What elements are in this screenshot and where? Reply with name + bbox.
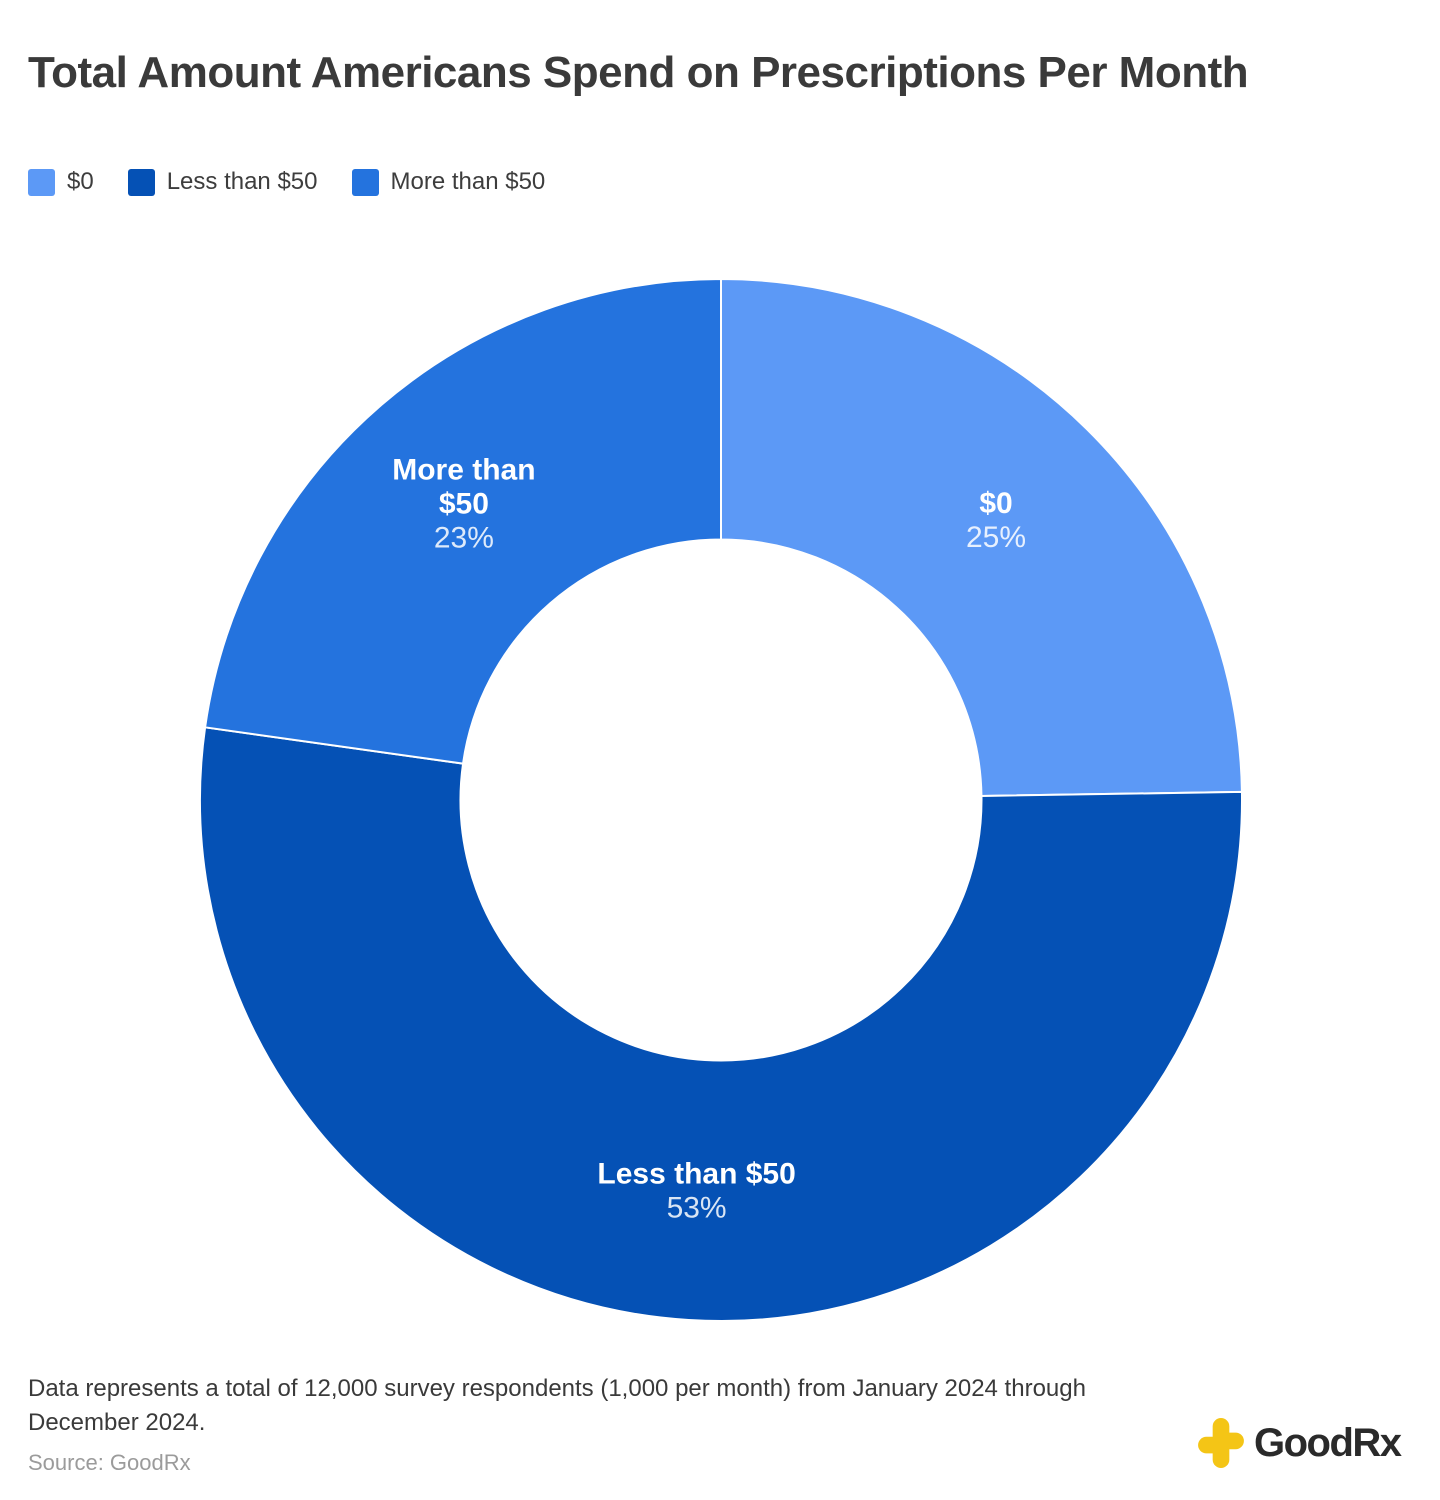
legend-label: Less than $50 — [166, 168, 318, 195]
legend-item-0: $0 — [28, 168, 94, 196]
legend-swatch — [28, 168, 55, 196]
slice-label-0: $0 25% — [966, 487, 1026, 554]
donut-slice-2 — [204, 278, 722, 765]
donut-slice-0 — [720, 278, 1243, 797]
slice-label-2: More than $50 23% — [392, 454, 535, 555]
legend-swatch — [127, 168, 155, 196]
legend-item-2: More than $50 — [351, 168, 546, 196]
plus-icon-lobe — [1218, 1432, 1244, 1450]
donut-slice-1 — [199, 726, 1243, 1322]
legend-label: More than $50 — [390, 168, 546, 195]
legend-label: $0 — [67, 168, 94, 195]
plus-icon-lobe — [1198, 1436, 1224, 1454]
legend-swatch — [351, 168, 379, 196]
slice-label-1: Less than $50 53% — [597, 1158, 795, 1225]
legend: $0 Less than $50 More than $50 — [28, 168, 545, 196]
brand-logo: GoodRx — [1198, 1418, 1402, 1468]
legend-item-1: Less than $50 — [127, 168, 318, 196]
plus-icon — [1198, 1418, 1244, 1468]
brand-name: GoodRx — [1254, 1420, 1402, 1465]
chart-title: Total Amount Americans Spend on Prescrip… — [28, 48, 1249, 98]
source-text: Source: GoodRx — [28, 1450, 191, 1475]
footnote-text: Data represents a total of 12,000 survey… — [28, 1375, 1086, 1437]
